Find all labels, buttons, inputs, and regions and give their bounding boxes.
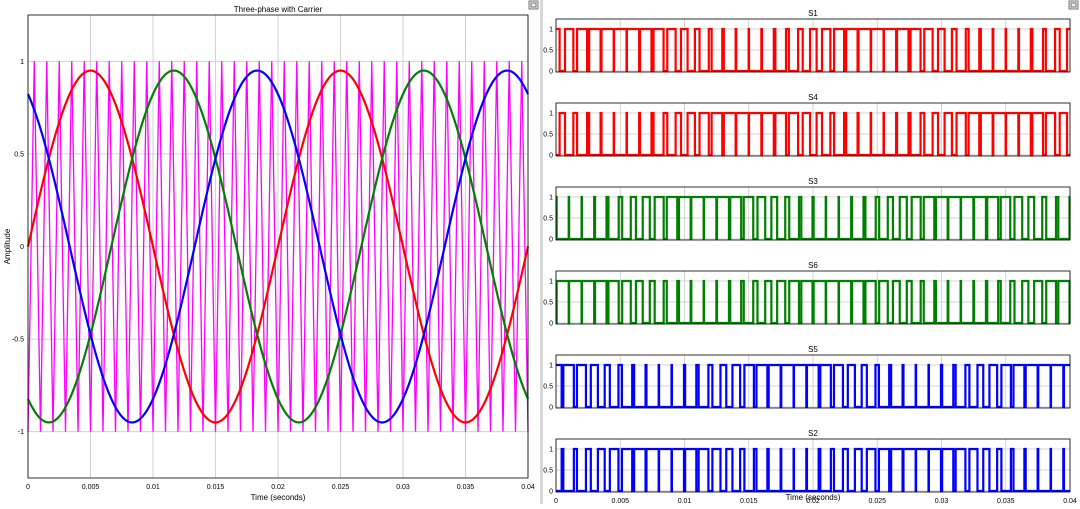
- right-x-tick-label: 0.005: [611, 498, 629, 504]
- left-x-tick-label: 0.03: [396, 484, 410, 491]
- pane-divider[interactable]: [540, 0, 543, 504]
- left-y-tick-label: -1: [18, 429, 24, 436]
- left-restore-icon[interactable]: [528, 0, 539, 10]
- left-x-tick-label: 0.005: [82, 484, 100, 491]
- gate-panel-s2: 1 0.5 0 S2: [543, 429, 1071, 496]
- gate-y-tick-label: 0: [549, 237, 553, 244]
- gate-panel-title: S3: [808, 177, 818, 186]
- right-x-tick-label: 0.025: [868, 498, 886, 504]
- gate-panel-title: S4: [808, 93, 818, 102]
- gate-plot-frame: [555, 186, 1071, 241]
- right-x-tick-label: 0.015: [740, 498, 758, 504]
- reference-sine-2: [26, 69, 529, 424]
- gate-y-tick-label: 1: [549, 363, 553, 370]
- gate-y-tick-label: 1: [549, 111, 553, 118]
- gate-y-tick-label: 0.5: [543, 216, 553, 223]
- left-x-tick-label: 0.04: [521, 484, 535, 491]
- left-x-tick-label: 0.01: [146, 484, 160, 491]
- left-x-tick-label: 0.035: [457, 484, 475, 491]
- left-plot: 0 0.005 0.01 0.015 0.02 0.025 0.03 0.035 0.04 1 0.…: [3, 5, 535, 502]
- gate-panel-s4: 1 0.5 0 S4: [543, 93, 1071, 160]
- right-x-tick-label: 0.02: [806, 498, 820, 504]
- right-x-axis-label: Time (seconds): [786, 493, 841, 502]
- gate-y-tick-label: 1: [549, 195, 553, 202]
- gate-y-tick-label: 0: [549, 321, 553, 328]
- right-x-tick-label: 0.035: [997, 498, 1015, 504]
- reference-sine-0: [26, 69, 530, 424]
- gate-panel-s3: 1 0.5 0 S3: [543, 177, 1071, 244]
- gate-panel-title: S5: [808, 345, 818, 354]
- gate-plot-frame: [555, 18, 1071, 73]
- right-x-tick-label: 0.04: [1063, 498, 1077, 504]
- gate-signal-line: [556, 27, 1070, 73]
- left-y-tick-label: 0: [20, 244, 24, 251]
- gate-plot-frame: [555, 102, 1071, 157]
- left-plot-frame: [27, 14, 529, 479]
- gate-panel-s5: 1 0.5 0 S5: [543, 345, 1071, 412]
- gate-y-tick-label: 1: [549, 27, 553, 34]
- gate-y-tick-label: 1: [549, 447, 553, 454]
- left-y-tick-label: -0.5: [12, 337, 24, 344]
- gate-signal-line: [556, 363, 1070, 409]
- right-plots: 1 0.5 0 S1 1 0.5 0 S4 1 0.5 0 S3 1 0.5 0 S6 1 0.5 0 S5 1 0.5 0…: [543, 9, 1077, 505]
- right-x-tick-label: 0.03: [935, 498, 949, 504]
- carrier-triangle-line: [27, 61, 529, 432]
- left-chart-title: Three-phase with Carrier: [234, 5, 323, 14]
- left-x-tick-label: 0.015: [207, 484, 225, 491]
- left-y-axis-label: Amplitude: [3, 228, 12, 264]
- gate-y-tick-label: 0: [549, 69, 553, 76]
- gate-signal-line: [556, 447, 1070, 493]
- left-y-tick-label: 0.5: [14, 151, 24, 158]
- gate-y-tick-label: 0: [549, 489, 553, 496]
- gate-plot-frame: [555, 270, 1071, 325]
- right-x-tick-label: 0: [554, 498, 558, 504]
- gate-panel-title: S2: [808, 429, 818, 438]
- gate-y-tick-label: 0.5: [543, 468, 553, 475]
- left-x-tick-label: 0.025: [332, 484, 350, 491]
- reference-sine-1: [27, 69, 530, 424]
- left-y-tick-label: 1: [20, 59, 24, 66]
- gate-panel-s1: 1 0.5 0 S1: [543, 9, 1071, 76]
- gate-y-tick-label: 0.5: [543, 384, 553, 391]
- gate-y-tick-label: 0.5: [543, 48, 553, 55]
- gate-panel-title: S1: [808, 9, 818, 18]
- gate-panel-title: S6: [808, 261, 818, 270]
- right-restore-icon[interactable]: [1068, 0, 1079, 10]
- gate-y-tick-label: 0: [549, 153, 553, 160]
- gate-signal-line: [555, 279, 1071, 325]
- gate-plot-frame: [555, 438, 1071, 493]
- left-x-tick-label: 0: [26, 484, 30, 491]
- gate-signal-line: [556, 111, 1070, 157]
- gate-panel-s6: 1 0.5 0 S6: [543, 261, 1071, 328]
- right-x-tick-label: 0.01: [678, 498, 692, 504]
- gate-plot-frame: [555, 354, 1071, 409]
- left-x-axis-label: Time (seconds): [251, 493, 306, 502]
- gate-signal-line: [555, 195, 1071, 241]
- gate-y-tick-label: 0.5: [543, 300, 553, 307]
- gate-y-tick-label: 1: [549, 279, 553, 286]
- gate-y-tick-label: 0.5: [543, 132, 553, 139]
- gate-y-tick-label: 0: [549, 405, 553, 412]
- left-x-tick-label: 0.02: [271, 484, 285, 491]
